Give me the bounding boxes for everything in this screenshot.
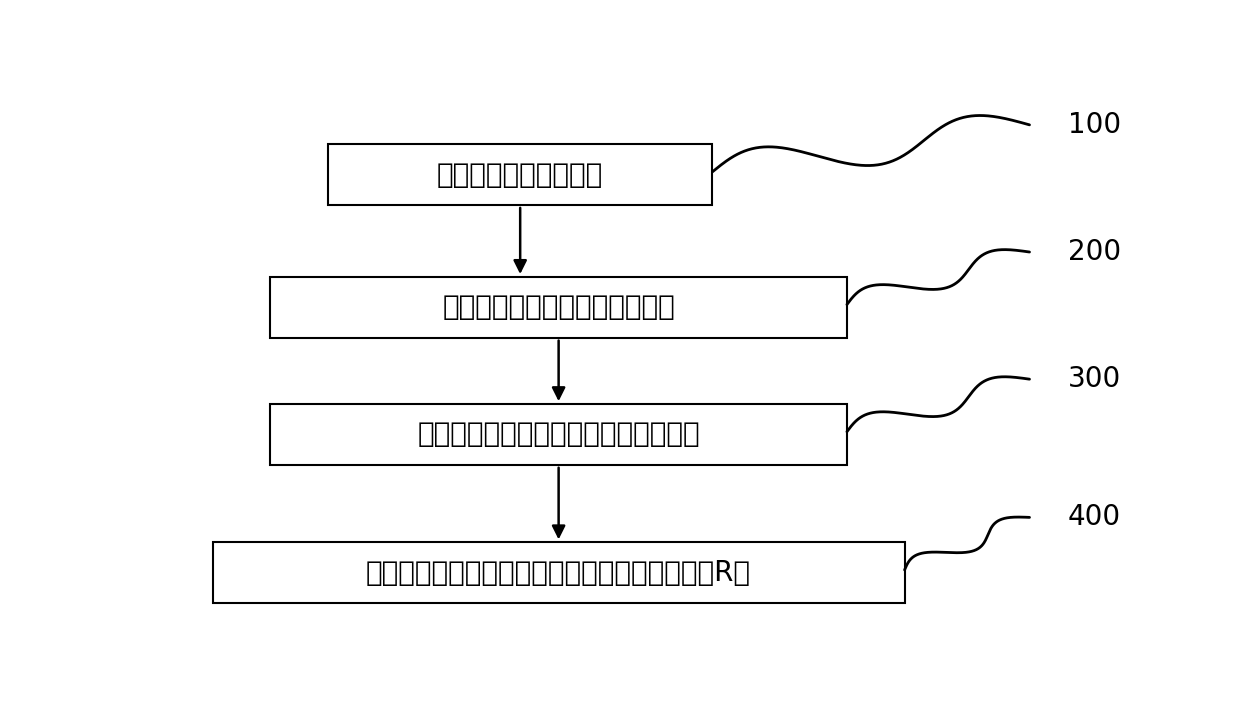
Text: 400: 400 (1068, 503, 1121, 531)
Bar (327, 144, 713, 205)
Bar (270, 277, 847, 337)
Text: 获取所述波峰的上升沿和下降沿的高度: 获取所述波峰的上升沿和下降沿的高度 (418, 421, 699, 449)
Text: 100: 100 (1068, 111, 1121, 139)
Text: 获取所述波峰的上升沿和下降沿: 获取所述波峰的上升沿和下降沿 (443, 294, 675, 321)
Text: 200: 200 (1068, 238, 1121, 266)
Text: 300: 300 (1068, 365, 1121, 393)
Text: 根据所述波峰对应的上升沿和下降沿的高度确定R波: 根据所述波峰对应的上升沿和下降沿的高度确定R波 (366, 559, 751, 587)
Text: 获取心电信号中的波峰: 获取心电信号中的波峰 (436, 161, 604, 189)
Bar (270, 404, 847, 465)
Bar (213, 542, 904, 603)
